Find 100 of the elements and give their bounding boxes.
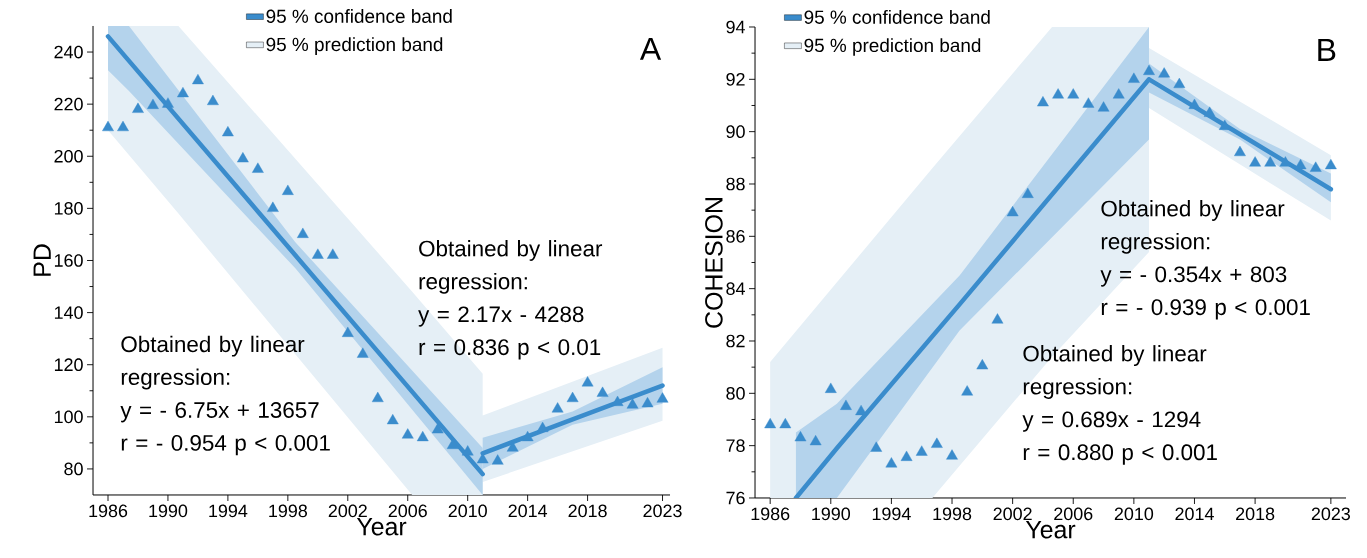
annotation: y = 0.689x - 1294 <box>1022 411 1201 432</box>
point <box>147 98 159 109</box>
point <box>1203 106 1216 117</box>
y-tick-label: 90 <box>726 125 745 138</box>
annotation: Obtained by linear regression: <box>1023 345 1207 399</box>
point <box>237 152 249 163</box>
point <box>311 248 324 259</box>
y-tick-label: 180 <box>54 202 83 215</box>
point <box>885 457 898 468</box>
point <box>491 454 504 465</box>
x-tick-label: 1986 <box>89 504 128 518</box>
annotation: y = - 6.75x + 13657 <box>120 402 319 423</box>
y-tick-label: 100 <box>54 410 83 424</box>
point <box>1188 98 1201 109</box>
point <box>1067 88 1080 99</box>
point <box>809 435 822 446</box>
point <box>222 126 234 137</box>
point <box>1234 145 1246 157</box>
y-tick-label: 160 <box>54 254 83 267</box>
point <box>581 376 594 387</box>
x-tick-label: 2010 <box>1114 507 1154 521</box>
x-tick-label: 2023 <box>643 504 682 518</box>
point <box>326 248 339 259</box>
point <box>1264 156 1277 167</box>
point <box>297 227 309 238</box>
point <box>1097 101 1110 112</box>
chart-title: A <box>639 37 662 60</box>
annotation: Obtained by linear regression: <box>419 240 603 294</box>
point <box>596 386 609 397</box>
y-tick-label: 94 <box>726 20 745 34</box>
y-axis-title: COHESION <box>705 198 723 328</box>
legend-label: 95 % prediction band <box>804 38 981 56</box>
x-tick-label: 2002 <box>328 504 367 518</box>
x-tick-label: 2002 <box>993 507 1032 521</box>
y-tick-label: 140 <box>54 306 83 319</box>
x-tick-label: 2006 <box>388 504 427 518</box>
point <box>991 313 1004 324</box>
point <box>371 391 384 403</box>
y-tick-label: 84 <box>726 282 745 295</box>
y-tick-label: 80 <box>726 386 745 400</box>
point <box>551 402 564 413</box>
y-tick-label: 200 <box>54 149 83 163</box>
x-tick-label: 2010 <box>448 504 487 518</box>
point <box>1037 96 1049 107</box>
y-tick-label: 88 <box>726 177 745 191</box>
point <box>1052 88 1064 99</box>
point <box>840 399 852 410</box>
x-tick-label: 1990 <box>812 507 851 521</box>
point <box>1325 158 1337 170</box>
point <box>1112 88 1125 99</box>
point <box>252 162 264 173</box>
point <box>931 437 943 448</box>
point <box>461 445 474 456</box>
point <box>824 382 837 393</box>
x-axis-title: Year <box>356 518 407 536</box>
annotation: y = 2.17x - 4288 <box>418 306 584 327</box>
point <box>356 347 369 358</box>
point <box>915 445 928 456</box>
y-tick-label: 76 <box>726 491 745 505</box>
legend-label: 95 % confidence band <box>266 9 452 23</box>
x-tick-label: 2023 <box>1311 507 1351 521</box>
point <box>1249 156 1261 167</box>
annotation: Obtained by linear regression: <box>121 335 305 390</box>
y-tick-label: 240 <box>54 45 83 59</box>
point <box>117 120 129 132</box>
annotation: r = - 0.954 p < 0.001 <box>121 434 330 456</box>
annotation: r = 0.836 p < 0.01 <box>419 339 601 360</box>
point <box>961 385 973 396</box>
point <box>1128 72 1140 83</box>
annotation: r = 0.880 p < 0.001 <box>1023 444 1217 465</box>
y-tick-label: 82 <box>726 334 745 348</box>
x-tick-label: 2018 <box>1236 507 1275 521</box>
y-tick-label: 92 <box>726 72 745 86</box>
y-axis-title: PD <box>33 244 51 276</box>
point <box>976 359 989 370</box>
point <box>626 398 639 409</box>
x-tick-label: 2014 <box>1175 507 1214 521</box>
point <box>764 418 776 429</box>
point <box>1143 64 1155 75</box>
y-tick-label: 78 <box>726 439 745 452</box>
point <box>946 449 958 460</box>
point <box>779 418 792 429</box>
point <box>566 391 579 403</box>
y-tick-label: 80 <box>64 462 83 476</box>
y-tick-label: 220 <box>54 97 83 111</box>
point <box>870 441 883 452</box>
x-tick-label: 1998 <box>933 507 972 521</box>
point <box>641 397 654 408</box>
x-tick-label: 2018 <box>568 504 607 518</box>
point <box>341 326 354 337</box>
x-tick-label: 1986 <box>751 507 790 521</box>
x-tick-label: 1998 <box>269 504 308 518</box>
point <box>1021 187 1034 198</box>
annotation: r = - 0.939 p < 0.001 <box>1101 299 1310 320</box>
point <box>401 428 414 439</box>
point <box>1158 67 1170 78</box>
point <box>386 414 399 425</box>
point <box>207 94 219 105</box>
point <box>132 102 144 113</box>
y-tick-label: 120 <box>54 358 83 372</box>
